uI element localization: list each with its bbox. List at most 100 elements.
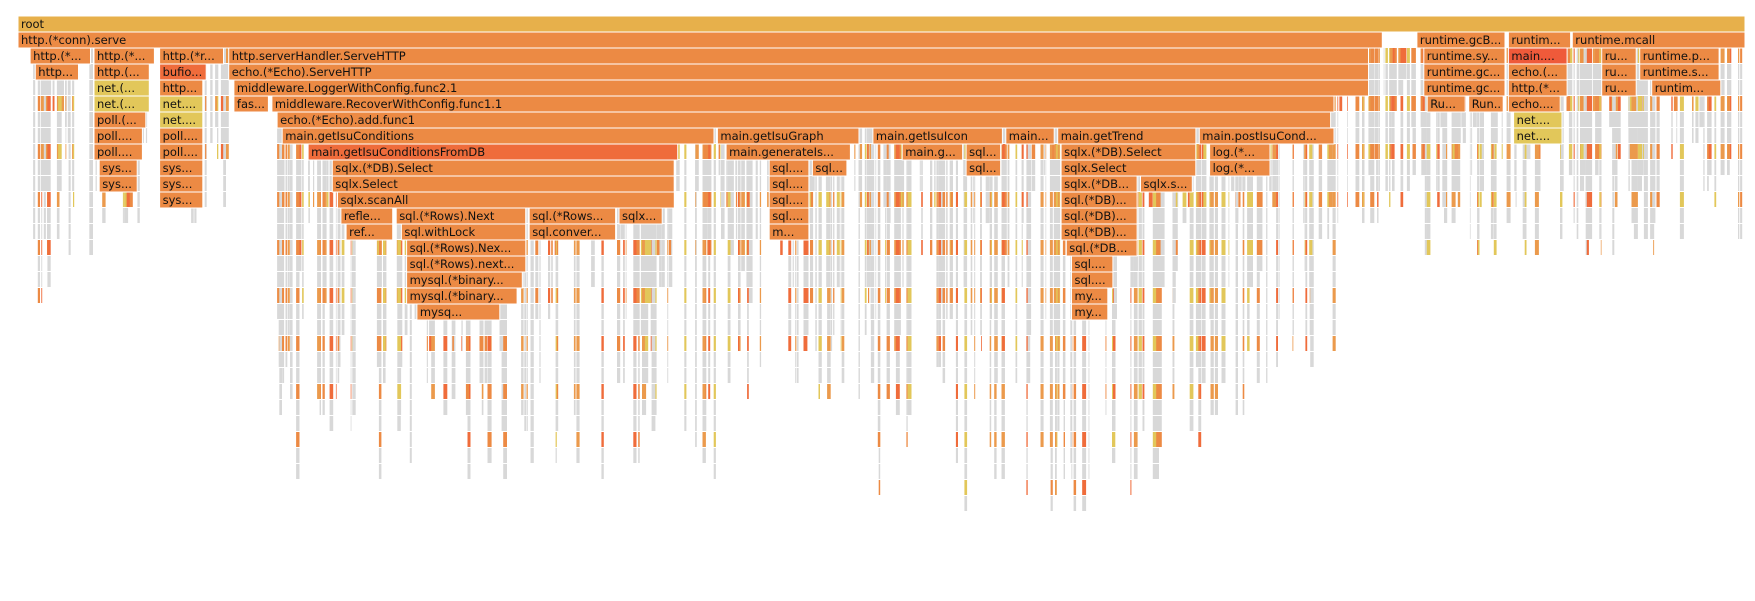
narrow-frame[interactable] xyxy=(888,192,891,207)
narrow-frame[interactable] xyxy=(705,384,707,399)
narrow-frame[interactable] xyxy=(65,80,67,95)
narrow-frame[interactable] xyxy=(338,224,341,239)
narrow-frame[interactable] xyxy=(617,272,621,287)
narrow-frame[interactable] xyxy=(279,336,282,351)
narrow-frame[interactable] xyxy=(601,464,604,479)
narrow-frame[interactable] xyxy=(747,240,749,255)
narrow-frame[interactable] xyxy=(524,336,526,351)
narrow-frame[interactable] xyxy=(870,208,875,223)
narrow-frame[interactable] xyxy=(302,288,304,303)
narrow-frame[interactable] xyxy=(1040,384,1044,399)
narrow-frame[interactable] xyxy=(467,448,471,463)
narrow-frame[interactable] xyxy=(302,176,304,191)
narrow-frame[interactable] xyxy=(659,256,662,271)
narrow-frame[interactable] xyxy=(539,256,541,271)
narrow-frame[interactable] xyxy=(841,304,845,319)
narrow-frame[interactable] xyxy=(287,240,290,255)
narrow-frame[interactable] xyxy=(397,336,401,351)
narrow-frame[interactable] xyxy=(858,128,863,143)
narrow-frame[interactable] xyxy=(684,352,687,367)
narrow-frame[interactable] xyxy=(886,144,890,159)
narrow-frame[interactable] xyxy=(73,80,75,95)
narrow-frame[interactable] xyxy=(38,80,41,95)
narrow-frame[interactable] xyxy=(819,304,822,319)
narrow-frame[interactable] xyxy=(409,368,412,383)
narrow-frame[interactable] xyxy=(695,368,697,383)
narrow-frame[interactable] xyxy=(827,368,831,383)
narrow-frame[interactable] xyxy=(939,160,944,175)
narrow-frame[interactable] xyxy=(695,240,697,255)
narrow-frame[interactable] xyxy=(668,272,672,287)
narrow-frame[interactable] xyxy=(501,400,504,415)
narrow-frame[interactable] xyxy=(335,384,337,399)
narrow-frame[interactable] xyxy=(623,368,625,383)
narrow-frame[interactable] xyxy=(290,208,293,223)
narrow-frame[interactable] xyxy=(654,240,657,255)
narrow-frame[interactable] xyxy=(867,208,871,223)
narrow-frame[interactable] xyxy=(205,176,207,191)
narrow-frame[interactable] xyxy=(551,288,553,303)
narrow-frame[interactable] xyxy=(807,240,809,255)
narrow-frame[interactable] xyxy=(864,240,867,255)
narrow-frame[interactable] xyxy=(503,416,507,431)
narrow-frame[interactable] xyxy=(296,192,300,207)
narrow-frame[interactable] xyxy=(654,384,657,399)
narrow-frame[interactable] xyxy=(668,208,672,223)
narrow-frame[interactable] xyxy=(702,240,706,255)
narrow-frame[interactable] xyxy=(713,208,716,223)
narrow-frame[interactable] xyxy=(38,160,41,175)
narrow-frame[interactable] xyxy=(277,128,280,143)
narrow-frame[interactable] xyxy=(795,256,797,271)
narrow-frame[interactable] xyxy=(378,336,382,351)
narrow-frame[interactable] xyxy=(299,208,302,223)
narrow-frame[interactable] xyxy=(555,400,557,415)
narrow-frame[interactable] xyxy=(949,304,953,319)
narrow-frame[interactable] xyxy=(308,160,310,175)
narrow-frame[interactable] xyxy=(551,240,553,255)
narrow-frame[interactable] xyxy=(906,224,908,239)
narrow-frame[interactable] xyxy=(290,320,293,335)
narrow-frame[interactable] xyxy=(1007,240,1010,255)
narrow-frame[interactable] xyxy=(642,256,647,271)
narrow-frame[interactable] xyxy=(705,336,707,351)
narrow-frame[interactable] xyxy=(644,352,649,367)
narrow-frame[interactable] xyxy=(350,336,352,351)
narrow-frame[interactable] xyxy=(747,256,749,271)
narrow-frame[interactable] xyxy=(226,64,229,79)
narrow-frame[interactable] xyxy=(313,160,315,175)
narrow-frame[interactable] xyxy=(576,256,580,271)
narrow-frame[interactable] xyxy=(65,144,67,159)
narrow-frame[interactable] xyxy=(867,192,871,207)
narrow-frame[interactable] xyxy=(885,272,886,287)
narrow-frame[interactable] xyxy=(1045,288,1047,303)
narrow-frame[interactable] xyxy=(378,448,382,463)
narrow-frame[interactable] xyxy=(795,368,797,383)
narrow-frame[interactable] xyxy=(886,272,890,287)
narrow-frame[interactable] xyxy=(644,224,649,239)
narrow-frame[interactable] xyxy=(573,336,576,351)
narrow-frame[interactable] xyxy=(747,176,749,191)
narrow-frame[interactable] xyxy=(1053,224,1057,239)
narrow-frame[interactable] xyxy=(68,192,71,207)
narrow-frame[interactable] xyxy=(831,256,833,271)
narrow-frame[interactable] xyxy=(481,384,484,399)
narrow-frame[interactable] xyxy=(352,288,356,303)
narrow-frame[interactable] xyxy=(43,128,46,143)
narrow-frame[interactable] xyxy=(296,320,300,335)
narrow-frame[interactable] xyxy=(858,208,860,223)
narrow-frame[interactable] xyxy=(727,240,731,255)
narrow-frame[interactable] xyxy=(738,192,740,207)
narrow-frame[interactable] xyxy=(875,256,877,271)
narrow-frame[interactable] xyxy=(667,304,669,319)
narrow-frame[interactable] xyxy=(708,176,711,191)
narrow-frame[interactable] xyxy=(867,144,871,159)
narrow-frame[interactable] xyxy=(277,304,280,319)
narrow-frame[interactable] xyxy=(654,288,657,303)
narrow-frame[interactable] xyxy=(282,192,285,207)
narrow-frame[interactable] xyxy=(727,192,731,207)
narrow-frame[interactable] xyxy=(226,48,229,63)
narrow-frame[interactable] xyxy=(841,288,845,303)
narrow-frame[interactable] xyxy=(738,304,741,319)
narrow-frame[interactable] xyxy=(885,224,886,239)
narrow-frame[interactable] xyxy=(702,256,706,271)
